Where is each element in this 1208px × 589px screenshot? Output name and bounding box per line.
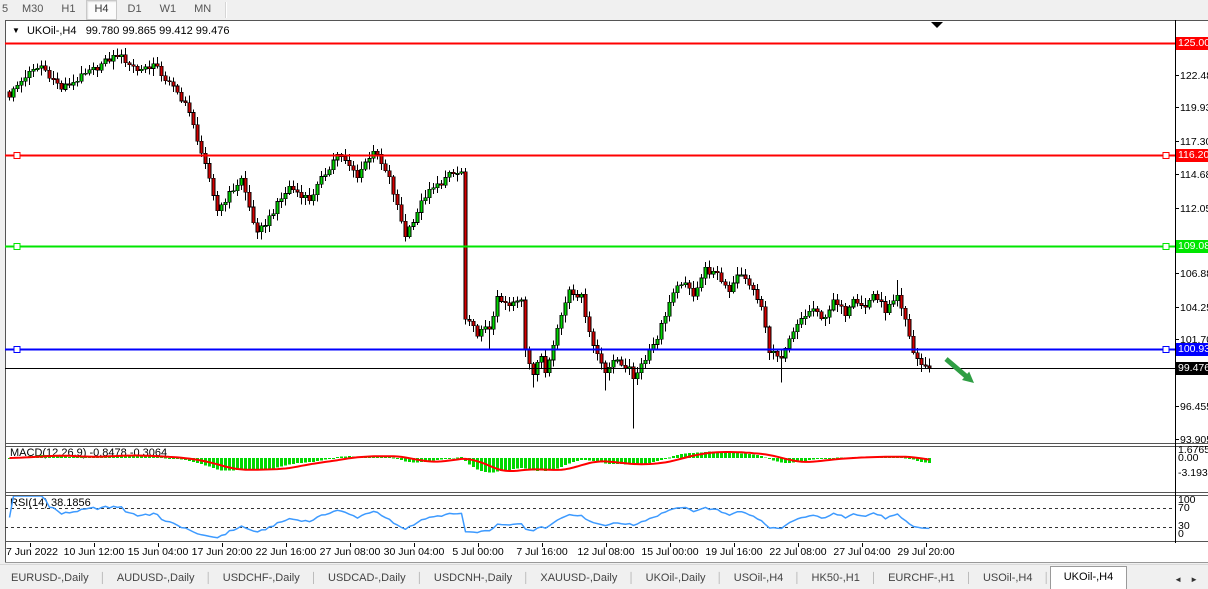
chart-tab-usdchf-daily[interactable]: USDCHF-,Daily: [222, 572, 300, 584]
chart-ohlc-readout: 99.780 99.865 99.412 99.476: [85, 25, 230, 37]
tab-separator: │: [716, 573, 723, 584]
chart-tab-audusd-daily[interactable]: AUDUSD-,Daily: [116, 572, 195, 584]
chart-tab-usdcad-daily[interactable]: USDCAD-,Daily: [328, 572, 406, 584]
tab-separator: │: [310, 573, 317, 584]
chart-tab-bar: EURUSD-,Daily │ AUDUSD-,Daily │ USDCHF-,Dail…: [0, 564, 1208, 589]
timeframe-toolbar: 5 M30 H1 H4 D1 W1 MN: [0, 0, 1208, 20]
tab-separator: │: [870, 573, 878, 584]
timeframe-button-5[interactable]: 5: [2, 3, 9, 15]
toolbar-separator: [225, 2, 228, 18]
symbol-dropdown-icon[interactable]: ▼: [12, 26, 20, 35]
chart-tab-ukoil-daily[interactable]: UKOil-,Daily: [645, 572, 706, 584]
pane-splitter-rsi[interactable]: [5, 492, 1175, 496]
chart-title: ▼ UKOil-,H4 99.780 99.865 99.412 99.476: [12, 25, 229, 37]
chart-tab-usoil-h4[interactable]: USOil-,H4: [982, 572, 1033, 584]
timeframe-button-mn[interactable]: MN: [194, 3, 212, 15]
chart-tab-hk50-h1[interactable]: HK50-,H1: [811, 572, 860, 584]
chart-tab-xauusd-daily[interactable]: XAUUSD-,Daily: [540, 572, 618, 584]
main-chart-pane[interactable]: [5, 20, 1175, 443]
timeframe-button-h1[interactable]: H1: [61, 3, 76, 15]
chart-window: [5, 20, 1208, 563]
tab-scroll-buttons: ◄ ►: [1170, 571, 1208, 589]
chart-tab-eurusd-daily[interactable]: EURUSD-,Daily: [11, 572, 89, 584]
tab-separator: │: [99, 573, 106, 584]
price-axis[interactable]: [1175, 20, 1208, 543]
chart-symbol: UKOil-,H4: [26, 25, 77, 37]
timeframe-button-h4[interactable]: H4: [86, 0, 117, 20]
tab-separator: │: [523, 573, 530, 584]
chart-tab-eurchf-h1[interactable]: EURCHF-,H1: [888, 572, 955, 584]
tab-separator: │: [205, 573, 212, 584]
tab-separator: │: [1043, 573, 1050, 584]
rsi-pane[interactable]: [5, 495, 1175, 541]
tab-separator: │: [965, 573, 972, 584]
tab-separator: │: [794, 573, 801, 584]
timeframe-button-w1[interactable]: W1: [159, 3, 177, 15]
tab-scroll-left-icon[interactable]: ◄: [1174, 575, 1183, 584]
chart-tab-usdcnh-daily[interactable]: USDCNH-,Daily: [433, 572, 513, 584]
chart-tab-ukoil-h4[interactable]: UKOil-,H4: [1049, 566, 1128, 589]
timeframe-button-d1[interactable]: D1: [127, 3, 142, 15]
tab-separator: │: [628, 573, 635, 584]
chart-tab-usoil-h4[interactable]: USOil-,H4: [733, 572, 784, 584]
tab-separator: │: [416, 573, 423, 584]
pane-splitter-macd[interactable]: [5, 443, 1175, 447]
tab-scroll-right-icon[interactable]: ►: [1190, 575, 1198, 584]
macd-pane[interactable]: [5, 446, 1175, 492]
timeframe-button-m30[interactable]: M30: [22, 3, 44, 15]
time-axis[interactable]: [5, 543, 1175, 562]
